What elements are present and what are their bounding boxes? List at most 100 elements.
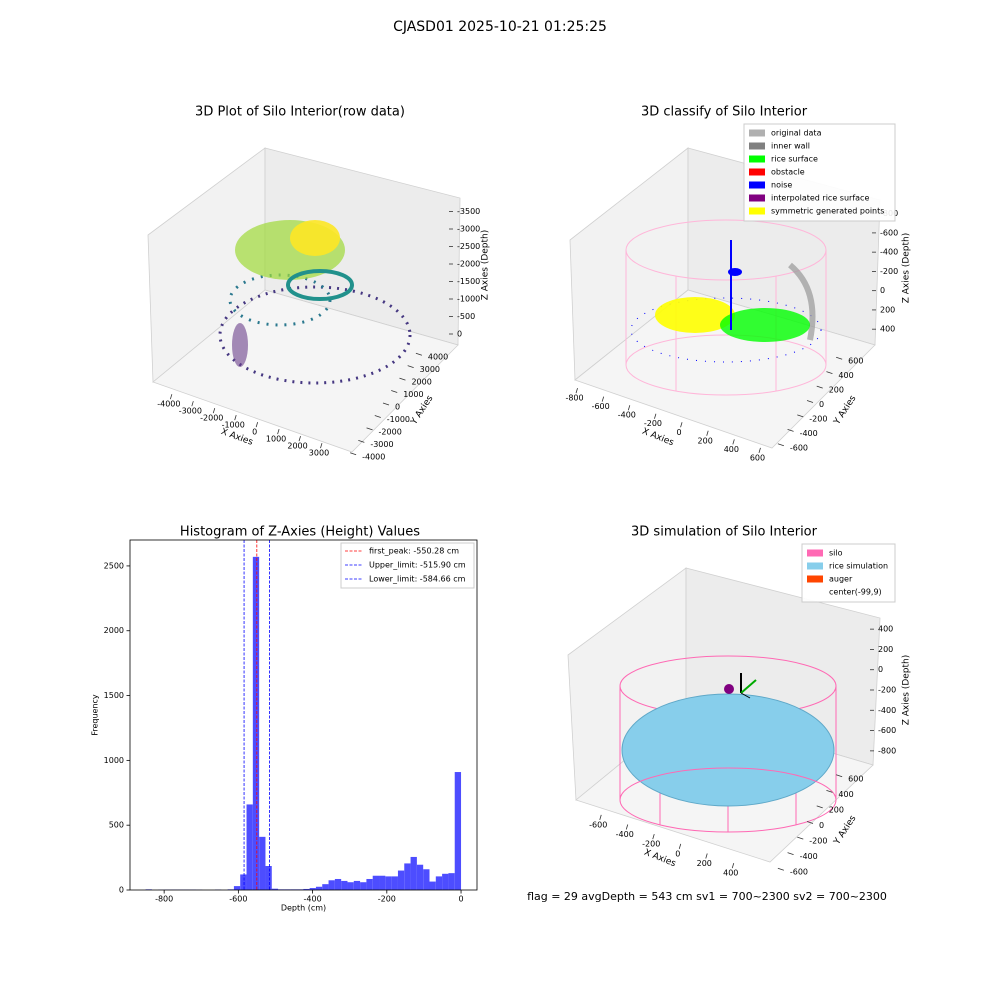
y-tick-label: 0 <box>395 403 400 412</box>
bar <box>341 880 348 890</box>
y-tick-label: -1000 <box>387 415 410 424</box>
legend-label: obstacle <box>771 168 805 177</box>
x-axis-label: X Axies <box>641 427 676 449</box>
x-tick-label: -3000 <box>179 407 202 416</box>
bar <box>271 888 279 890</box>
legend-box <box>340 542 475 589</box>
y-tick-label: 2000 <box>411 378 431 387</box>
y-tick <box>816 385 823 389</box>
point-cloud-1 <box>218 220 412 385</box>
bar <box>379 875 386 890</box>
x-tick-label: -400 <box>618 411 636 420</box>
y-tick <box>415 352 423 356</box>
y-tick-label: -600 <box>790 868 808 877</box>
bar <box>423 869 430 890</box>
x-tick <box>678 843 682 849</box>
y-tick <box>797 414 804 418</box>
x-tick-label: -600 <box>592 402 610 411</box>
simulation <box>619 655 837 833</box>
subplot-title: 3D simulation of Silo Interior <box>631 525 818 540</box>
x-tick <box>654 413 657 419</box>
bar <box>404 863 411 890</box>
bar <box>448 873 455 890</box>
z-tick-label: 200 <box>880 305 895 314</box>
y-tick-label: 1000 <box>104 756 124 765</box>
footer: flag = 29 avgDepth = 543 cm sv1 = 700~23… <box>527 890 887 903</box>
x-tick-label: -400 <box>616 830 634 839</box>
y-tick <box>382 402 390 406</box>
y-tick-label: 0 <box>819 400 824 409</box>
y-tick-label: 2500 <box>104 561 124 570</box>
bar <box>334 878 342 890</box>
y-tick-label: 3000 <box>420 365 440 374</box>
x-tick <box>234 415 237 421</box>
y-tick-label: -200 <box>809 837 827 846</box>
y-tick-label: 1000 <box>403 390 423 399</box>
x-tick <box>255 422 259 428</box>
bar <box>410 856 417 890</box>
y-tick-label: -3000 <box>370 440 393 449</box>
y-tick <box>826 371 833 375</box>
x-tick <box>212 408 216 414</box>
bar <box>233 886 241 890</box>
subplot-title: Histogram of Z-Axies (Height) Values <box>180 525 420 540</box>
x-tick <box>169 394 173 400</box>
y-tick-label: 400 <box>838 790 853 799</box>
bar <box>391 876 398 890</box>
x-tick-label: -2000 <box>200 414 223 423</box>
y-tick-label: 200 <box>829 805 844 814</box>
bar <box>252 556 260 890</box>
x-tick-label: -600 <box>589 820 607 829</box>
legend-label: center(-99,9) <box>829 588 882 597</box>
y-tick-label: 2000 <box>104 626 124 635</box>
subplot-title: 3D Plot of Silo Interior(row data) <box>195 105 405 120</box>
bar <box>372 875 380 890</box>
y-tick <box>777 443 784 447</box>
z-tick-label: -400 <box>878 706 896 715</box>
z-tick-label: -2500 <box>457 242 480 251</box>
bar <box>240 874 247 890</box>
x-tick-label: -800 <box>565 394 583 403</box>
x-tick-label: 400 <box>723 869 738 878</box>
z-tick-label: -2000 <box>457 260 480 269</box>
y-axis-label: Y Axies <box>832 394 859 428</box>
y-tick-label: -2000 <box>379 427 402 436</box>
y-tick-label: 1500 <box>104 691 124 700</box>
x-tick <box>627 405 631 411</box>
y-tick-label: -4000 <box>362 452 385 461</box>
figure-title: CJASD01 2025-10-21 01:25:25 <box>393 19 607 35</box>
z-axis-label: Z Axies (Depth) <box>902 233 912 304</box>
z-tick-label: -600 <box>880 228 898 237</box>
x-tick-label: 400 <box>724 445 739 454</box>
bar <box>360 882 367 890</box>
y-tick-label: 0 <box>819 821 824 830</box>
z-tick-label: -800 <box>878 746 896 755</box>
y-axis-label: Frequency <box>91 694 100 736</box>
x-tick <box>731 863 735 869</box>
z-tick-label: -600 <box>878 726 896 735</box>
point-cloud-2 <box>625 219 827 396</box>
y-tick-label: -600 <box>790 443 808 452</box>
z-tick-label: -500 <box>457 312 475 321</box>
legend-swatch <box>807 562 823 570</box>
y-tick <box>787 852 794 856</box>
z-axis-label: Z Axies (Depth) <box>481 230 491 301</box>
y-tick <box>806 400 814 403</box>
bar <box>416 864 424 890</box>
z-tick-label: 0 <box>878 665 883 674</box>
legend-label: Lower_limit: -584.66 cm <box>369 575 466 584</box>
plot-frame <box>129 539 478 891</box>
y-tick <box>836 356 843 360</box>
bar <box>303 888 310 890</box>
z-axis-label: Z Axies (Depth) <box>902 655 912 726</box>
y-tick-label: 500 <box>109 821 124 830</box>
x-tick-label: 0 <box>458 895 463 904</box>
x-tick-label: -600 <box>229 895 247 904</box>
legend-swatch <box>749 181 765 189</box>
legend-label: interpolated rice surface <box>771 194 869 203</box>
legend-label: Upper_limit: -515.90 cm <box>369 561 466 570</box>
legend-label: first_peak: -550.28 cm <box>369 547 459 556</box>
y-tick-label: 200 <box>829 386 844 395</box>
legend-label: inner wall <box>771 142 810 151</box>
